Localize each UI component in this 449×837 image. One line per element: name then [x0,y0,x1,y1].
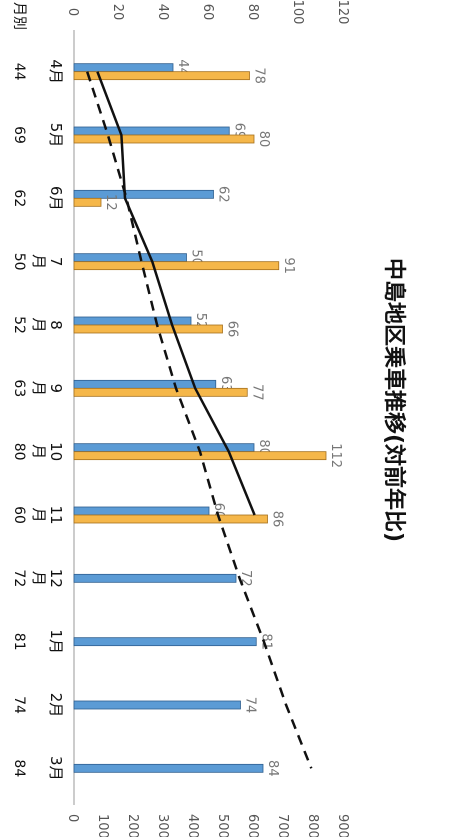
bar-r5-5 [74,317,191,325]
bar-label-r5-12: 84 [265,760,280,777]
bar-r5-11 [74,701,241,709]
category-tick-part: 11 [47,505,65,524]
bar-r5-1 [74,64,173,72]
table-cell: 69 [11,126,27,144]
left-axis-tick: 100 [290,0,305,24]
category-tick-part: 4月 [47,59,65,84]
bar-label-r6-1: 78 [252,67,267,84]
table-cell: 60 [11,506,27,524]
category-tick-label: 8月 [30,317,65,332]
category-tick-part: 月 [30,254,48,269]
bar-label-r6-6: 77 [249,384,264,401]
bar-r5-12 [74,764,263,772]
left-axis-tick: 0 [65,8,80,16]
category-tick-label: 2月 [47,693,65,718]
category-tick-part: 月 [30,571,48,586]
left-axis-tick: 80 [245,4,260,21]
bar-label-r6-8: 86 [270,511,285,528]
category-tick-part: 7 [47,257,65,267]
bar-r5-4 [74,254,187,262]
bar-label-r6-5: 66 [225,321,240,338]
category-tick-part: 月 [30,507,48,522]
category-tick-part: 12 [47,569,65,588]
bar-r5-10 [74,638,256,646]
right-axis-tick: 800 [305,814,320,837]
right-axis-tick: 200 [125,814,140,837]
bar-r6-6 [74,388,247,396]
category-tick-part: 9 [47,384,65,394]
category-tick-label: 7月 [30,254,65,269]
right-axis-tick: 500 [215,814,230,837]
table-cell: 74 [11,696,27,714]
table-cell: 84 [11,759,27,777]
bar-label-r6-2: 80 [256,131,271,148]
category-tick-label: 10月 [30,442,65,461]
category-tick-label: 5月 [47,123,65,148]
bar-r5-8 [74,507,209,515]
category-tick-part: 6月 [47,186,65,211]
chart-title: 中島地区乗車推移(対前年比) [381,258,407,542]
category-tick-part: 5月 [47,123,65,148]
right-axis-tick: 400 [185,814,200,837]
bar-r5-2 [74,127,229,135]
right-axis-tick: 700 [275,814,290,837]
category-tick-label: 6月 [47,186,65,211]
category-tick-part: 10 [47,442,65,461]
category-tick-label: 1月 [47,629,65,654]
bar-r6-4 [74,262,279,270]
table-cell: 44 [11,63,27,81]
category-tick-part: 3月 [47,756,65,781]
bar-label-r6-3: 12 [103,194,118,211]
category-tick-label: 3月 [47,756,65,781]
left-axis-tick: 20 [110,4,125,21]
category-tick-part: 月 [30,381,48,396]
chart-rotated-group: 中島地区乗車推移(対前年比)12010080604020090080070060… [0,0,407,837]
category-tick-label: 11月 [30,505,65,524]
table-row-label: 令和5年 月別 [11,0,27,30]
category-tick-part: 8 [47,320,65,330]
category-tick-label: 9月 [30,381,65,396]
table-cell: 63 [11,379,27,397]
bar-label-r6-4: 91 [281,257,296,274]
right-axis-tick: 0 [65,814,80,822]
bar-r5-9 [74,574,236,582]
category-tick-part: 月 [30,317,48,332]
bar-r6-3 [74,198,101,206]
right-axis-tick: 900 [335,814,350,837]
bar-r6-5 [74,325,223,333]
category-tick-part: 1月 [47,629,65,654]
table-cell: 62 [11,189,27,207]
table-cell: 81 [11,633,27,651]
line-r5-cumulative [87,72,311,769]
bar-r6-8 [74,515,268,523]
table-cell: 52 [11,316,27,334]
right-axis-tick: 300 [155,814,170,837]
right-axis-tick: 600 [245,814,260,837]
category-tick-label: 12月 [30,569,65,588]
table-cell: 50 [11,253,27,271]
left-axis-tick: 60 [200,4,215,21]
bar-r6-2 [74,135,254,143]
table-cell: 80 [11,443,27,461]
bar-label-r5-3: 62 [216,186,231,203]
bar-r5-3 [74,190,214,198]
left-axis-tick: 40 [155,4,170,21]
right-axis-tick: 100 [95,814,110,837]
bar-label-r6-7: 112 [328,443,343,468]
category-tick-part: 月 [30,444,48,459]
category-tick-label: 4月 [47,59,65,84]
bar-label-r5-11: 74 [243,697,258,714]
left-axis-tick: 120 [335,0,350,24]
category-tick-part: 2月 [47,693,65,718]
table-cell: 72 [11,569,27,587]
